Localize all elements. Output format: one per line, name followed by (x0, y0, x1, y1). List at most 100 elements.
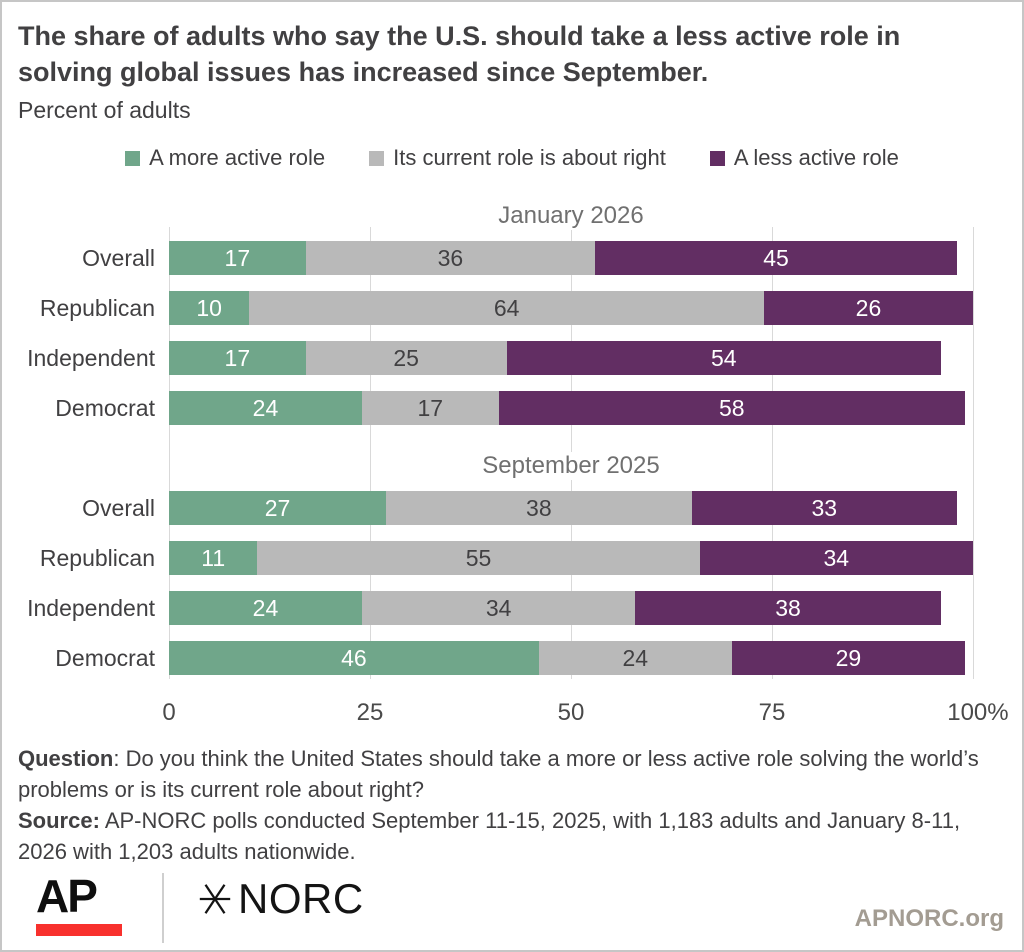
bar-segment: 55 (257, 541, 700, 575)
x-tick: 100% (947, 699, 1009, 726)
section-title: September 2025 (169, 441, 973, 491)
legend-item: Its current role is about right (369, 145, 666, 171)
bar-segment: 29 (731, 641, 965, 675)
segment-value: 38 (775, 594, 801, 621)
gray-swatch-icon (369, 150, 385, 166)
gridline (771, 227, 773, 679)
segment-value: 25 (393, 344, 419, 371)
bar-track: 24 34 38 (169, 591, 973, 625)
section-title: January 2026 (169, 191, 973, 241)
row-label: Independent (27, 595, 155, 621)
bar-track: 11 55 34 (169, 541, 973, 575)
bar-track: 17 36 45 (169, 241, 973, 275)
bar-segment: 38 (386, 491, 692, 525)
x-tick: 75 (758, 699, 786, 726)
question-text: Question: Do you think the United States… (18, 746, 979, 802)
bar-row: Democrat 24 17 58 (2, 391, 1022, 441)
segment-value: 38 (526, 494, 552, 521)
bar-row: Republican 10 64 26 (2, 291, 1022, 341)
footer: AP NORC APNORC.org (36, 873, 1022, 947)
segment-value: 64 (493, 294, 520, 321)
bar-track: 17 25 54 (169, 341, 973, 375)
bar-segment: 36 (305, 241, 596, 275)
bar-track: 46 24 29 (169, 641, 973, 675)
norc-logo-text: NORC (238, 875, 364, 922)
source-label: Source: (18, 808, 100, 833)
segment-value: 36 (437, 244, 464, 271)
bar-segment: 34 (699, 541, 973, 575)
row-label: Republican (39, 295, 155, 321)
bar-segment: 25 (305, 341, 507, 375)
chart-subtitle: Percent of adults (18, 97, 191, 123)
bar-segment: 17 (361, 391, 499, 425)
bar-segment: 64 (249, 291, 764, 325)
bar-row: Democrat 46 24 29 (2, 641, 1022, 691)
ap-logo-underline (36, 924, 122, 936)
green-swatch-icon (125, 150, 141, 166)
bar-row: Republican 11 55 34 (2, 541, 1022, 591)
segment-value: 46 (341, 644, 367, 671)
gridline (369, 227, 371, 679)
segment-value: 33 (811, 494, 838, 521)
norc-star-icon (199, 884, 231, 914)
footer-divider (162, 873, 164, 943)
bar-segment: 54 (506, 341, 941, 375)
bar-segment: 38 (635, 591, 941, 625)
section-title-label: September 2025 (472, 452, 670, 480)
segment-value: 17 (417, 394, 444, 421)
row-label: Overall (82, 495, 155, 521)
bar-row: Overall 17 36 45 (2, 241, 1022, 291)
row-label: Independent (27, 345, 155, 371)
segment-value: 11 (201, 544, 226, 571)
row-label: Republican (39, 545, 155, 571)
row-label: Democrat (55, 645, 155, 671)
segment-value: 17 (224, 244, 251, 271)
segment-value: 24 (252, 394, 279, 421)
section-title-label: January 2026 (488, 202, 654, 230)
bar-segment: 33 (691, 491, 957, 525)
segment-value: 29 (835, 644, 862, 671)
question-label: Question (18, 746, 114, 771)
website-label: APNORC.org (854, 905, 1004, 932)
legend-item: A more active role (125, 145, 325, 171)
bar-segment: 17 (169, 341, 306, 375)
segment-value: 27 (264, 494, 291, 521)
legend: A more active role Its current role is ab… (2, 145, 1022, 171)
segment-value: 58 (718, 394, 745, 421)
norc-logo: NORC (196, 873, 364, 925)
chart-header: The share of adults who say the U.S. sho… (2, 2, 1022, 124)
segment-value: 55 (465, 544, 492, 571)
legend-item: A less active role (709, 145, 899, 171)
bar-segment: 10 (169, 291, 250, 325)
segment-value: 24 (622, 644, 649, 671)
bar-row: Overall 27 38 33 (2, 491, 1022, 541)
bar-segment: 45 (595, 241, 957, 275)
legend-label: A more active role (149, 145, 326, 170)
bar-segment: 27 (169, 491, 387, 525)
ap-logo-text: AP (36, 870, 98, 922)
x-tick: 0 (162, 699, 176, 726)
x-tick: 25 (356, 699, 384, 726)
legend-label: A less active role (733, 145, 899, 170)
segment-value: 17 (224, 344, 251, 371)
bar-segment: 24 (538, 641, 732, 675)
bar-segment: 11 (169, 541, 258, 575)
row-label: Overall (82, 245, 155, 271)
chart-title: The share of adults who say the U.S. sho… (18, 21, 901, 87)
purple-swatch-icon (709, 150, 725, 166)
bar-row: Independent 17 25 54 (2, 341, 1022, 391)
segment-value: 34 (485, 594, 512, 621)
bar-segment: 17 (169, 241, 306, 275)
segment-value: 26 (855, 294, 882, 321)
x-axis: 0 25 50 75 100% (162, 699, 1008, 729)
gridline (972, 227, 974, 679)
bar-segment: 46 (169, 641, 539, 675)
row-label: Democrat (55, 395, 155, 421)
bar-segment: 24 (169, 391, 362, 425)
stacked-bar-chart: January 2026 Overall 17 36 45 Republican 10 64 2… (2, 191, 1022, 691)
bar-track: 27 38 33 (169, 491, 973, 525)
segment-value: 34 (823, 544, 850, 571)
segment-value: 10 (196, 294, 222, 321)
x-tick: 50 (557, 699, 585, 726)
